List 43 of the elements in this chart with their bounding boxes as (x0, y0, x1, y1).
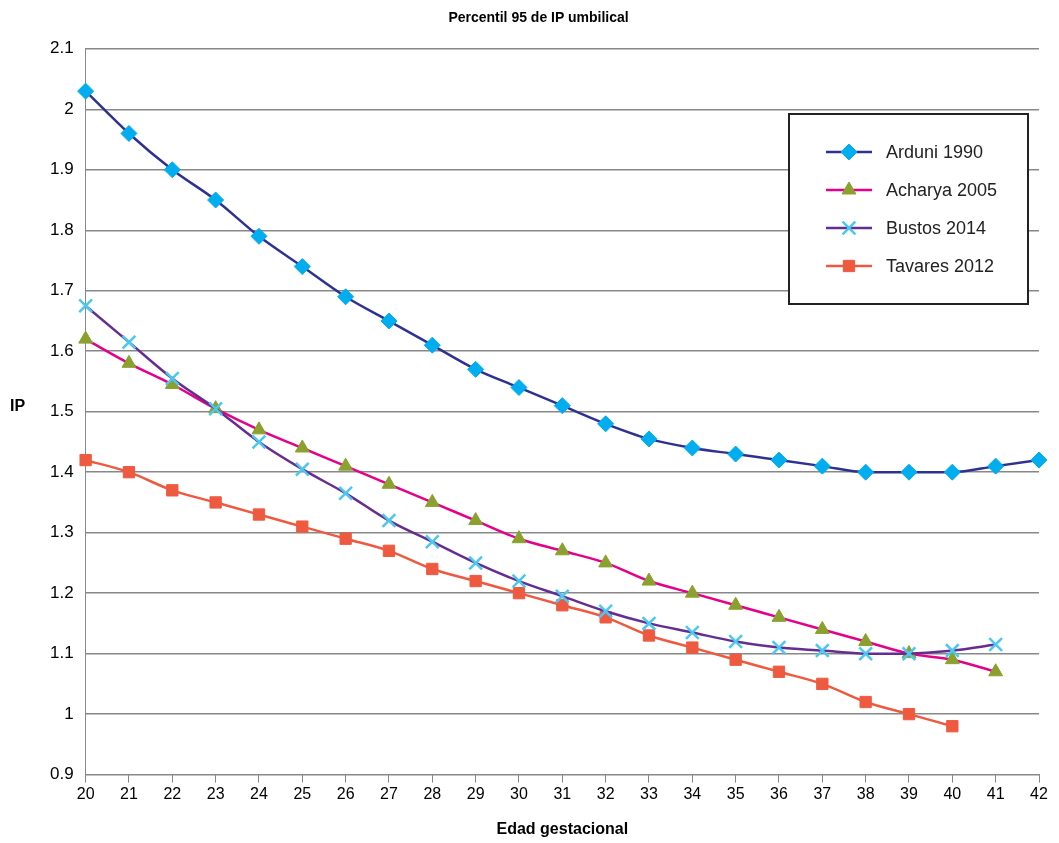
x-tick-label: 37 (813, 784, 832, 802)
legend-label: Acharya 2005 (885, 179, 997, 201)
y-tick-label: 1.7 (49, 280, 74, 300)
x-tick-label: 25 (293, 784, 312, 802)
x-tick-label: 23 (206, 784, 225, 802)
x-tick-label: 26 (336, 784, 355, 802)
y-tick-label: 1.3 (49, 522, 74, 542)
x-tick-label: 28 (423, 784, 442, 802)
x-tick-label: 42 (1030, 784, 1048, 802)
x-tick-label: 33 (640, 784, 658, 802)
y-tick-label: 0.9 (49, 764, 74, 784)
chart-title: Percentil 95 de IP umbilical (448, 9, 629, 26)
x-tick-label: 29 (466, 784, 485, 802)
legend-label: Bustos 2014 (885, 217, 986, 239)
y-tick-label: 1.1 (49, 643, 74, 663)
x-tick-label: 39 (900, 784, 918, 802)
y-tick-label: 1.5 (49, 401, 74, 421)
x-tick-label: 38 (856, 784, 875, 802)
x-axis-title: Edad gestacional (496, 819, 629, 837)
x-tick-label: 21 (120, 784, 138, 802)
x-tick-label: 27 (380, 784, 398, 802)
x-tick-label: 24 (250, 784, 268, 802)
y-tick-label: 1 (64, 703, 74, 723)
y-tick-label: 1.6 (49, 340, 74, 360)
x-tick-label: 41 (986, 784, 1005, 802)
x-tick-label: 22 (163, 784, 182, 802)
y-tick-label: 1.8 (49, 219, 74, 239)
x-tick-label: 30 (510, 784, 528, 802)
y-tick-label: 1.2 (49, 582, 74, 602)
x-tick-label: 32 (596, 784, 615, 802)
x-tick-label: 20 (76, 784, 95, 802)
y-axis-title: IP (10, 397, 26, 415)
x-tick-label: 35 (726, 784, 745, 802)
x-tick-label: 40 (943, 784, 962, 802)
x-tick-label: 36 (770, 784, 788, 802)
y-tick-label: 1.9 (49, 159, 74, 179)
legend-label: Arduni 1990 (885, 141, 983, 163)
legend-label: Tavares 2012 (885, 255, 994, 277)
x-tick-label: 31 (553, 784, 572, 802)
y-tick-label: 2 (64, 98, 74, 118)
x-tick-label: 34 (683, 784, 702, 802)
y-tick-label: 2.1 (49, 38, 74, 58)
y-tick-label: 1.4 (49, 461, 74, 481)
